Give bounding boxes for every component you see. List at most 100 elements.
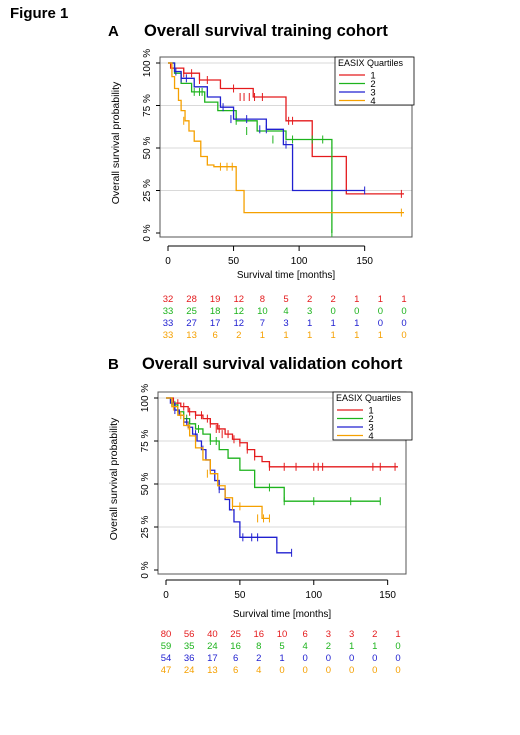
legend-title: EASIX Quartiles	[338, 58, 404, 68]
risk-count: 1	[377, 330, 384, 341]
risk-count: 3	[325, 629, 332, 640]
x-tick-label: 100	[291, 256, 308, 267]
panel-b-title: Overall survival validation cohort	[142, 355, 403, 373]
risk-count: 32	[162, 294, 174, 305]
risk-count: 1	[348, 641, 355, 652]
risk-count: 25	[230, 629, 241, 640]
figure-label: Figure 1	[10, 5, 69, 22]
risk-count: 0	[279, 665, 285, 676]
risk-count: 1	[306, 318, 313, 329]
risk-count: 4	[283, 306, 289, 317]
panel-a-letter: A	[108, 23, 119, 40]
risk-row-1: 32 28 19 12 8 5 2 2 1 1 1	[0, 294, 520, 306]
risk-count: 3	[283, 318, 289, 329]
risk-count: 1	[306, 330, 313, 341]
risk-count: 1	[354, 294, 360, 305]
risk-count: 59	[160, 641, 172, 652]
risk-count: 17	[207, 653, 218, 664]
risk-count: 2	[330, 294, 336, 305]
risk-count: 0	[348, 653, 355, 664]
risk-count: 0	[377, 306, 384, 317]
risk-count: 33	[162, 318, 174, 329]
survival-curve-1	[168, 62, 404, 195]
risk-count: 33	[162, 330, 174, 341]
risk-count: 8	[259, 294, 266, 305]
risk-count: 1	[259, 330, 266, 341]
risk-count: 0	[395, 665, 401, 676]
y-tick-label: 100 %	[142, 49, 153, 77]
risk-count: 2	[325, 641, 332, 652]
y-axis-label: Overall survival probability	[110, 81, 122, 204]
risk-count: 47	[160, 665, 172, 676]
risk-count: 1	[395, 629, 401, 640]
legend-label-2: 2	[368, 414, 373, 425]
y-tick-label: 75 %	[140, 429, 151, 452]
risk-count: 54	[160, 653, 172, 664]
risk-count: 12	[233, 318, 245, 329]
risk-count: 6	[232, 653, 239, 664]
risk-count: 10	[276, 629, 288, 640]
y-axis-label: Overall survival probability	[108, 417, 120, 540]
risk-count: 80	[160, 629, 172, 640]
survival-curve-1	[166, 397, 398, 468]
y-tick-label: 100 %	[140, 384, 151, 412]
risk-count: 2	[372, 629, 378, 640]
risk-count: 0	[372, 665, 378, 676]
risk-count: 10	[257, 306, 268, 317]
y-tick-label: 75 %	[142, 94, 153, 117]
risk-count: 6	[232, 665, 239, 676]
survival-chart-training: 0 % 25 % 50 % 75 % 100 % Overall survival pro…	[110, 49, 415, 281]
panel-b-letter: B	[108, 356, 119, 373]
plot-frame	[159, 56, 413, 238]
risk-count: 0	[325, 653, 332, 664]
risk-count: 5	[283, 294, 289, 305]
legend-label-4: 4	[370, 96, 375, 107]
risk-row-2: 33 25 18 12 10 4 3 0 0 0 0	[0, 306, 520, 318]
risk-row-3: 54 36 17 6 2 1 0 0 0 0 0	[0, 653, 520, 665]
risk-count: 12	[233, 294, 245, 305]
risk-count: 6	[212, 330, 218, 341]
risk-count: 0	[401, 330, 407, 341]
risk-count: 1	[401, 294, 407, 305]
risk-count: 2	[256, 653, 262, 664]
survival-curve-3	[168, 62, 365, 192]
survival-chart-validation: 0 % 25 % 50 % 75 % 100 % Overall survival pro…	[108, 384, 413, 620]
risk-count: 1	[330, 330, 336, 341]
risk-row-4: 33 13 6 2 1 1 1 1 1 1 0	[0, 330, 520, 342]
risk-count: 7	[259, 318, 266, 329]
risk-count: 1	[283, 330, 289, 341]
risk-row-4: 47 24 13 6 4 0 0 0 0 0 0	[0, 665, 520, 677]
y-tick-label: 0 %	[140, 561, 151, 578]
risk-count: 25	[186, 306, 197, 317]
risk-count: 27	[186, 318, 197, 329]
y-tick-label: 50 %	[140, 472, 151, 495]
risk-count: 0	[325, 665, 332, 676]
risk-count: 24	[207, 641, 218, 652]
y-tick-label: 25 %	[140, 515, 151, 538]
risk-count: 40	[207, 629, 218, 640]
x-tick-label: 100	[305, 590, 322, 601]
x-tick-label: 50	[228, 256, 240, 267]
legend-label-3: 3	[368, 423, 373, 434]
x-tick-label: 0	[165, 256, 171, 267]
legend-label-1: 1	[368, 406, 373, 417]
legend-box	[334, 56, 415, 106]
x-axis-label: Survival time [months]	[237, 270, 336, 281]
risk-count: 8	[256, 641, 262, 652]
risk-count: 56	[183, 629, 195, 640]
risk-count: 1	[372, 641, 378, 652]
legend-title: EASIX Quartiles	[336, 393, 402, 403]
y-tick-label: 25 %	[142, 179, 153, 202]
risk-count: 2	[306, 294, 313, 305]
risk-count: 0	[395, 641, 401, 652]
legend-label-2: 2	[370, 79, 375, 90]
risk-count: 12	[233, 306, 245, 317]
risk-count: 28	[186, 294, 197, 305]
risk-count: 4	[302, 641, 308, 652]
risk-count: 1	[279, 653, 285, 664]
survival-curve-3	[166, 397, 292, 554]
risk-count: 33	[162, 306, 174, 317]
risk-count: 17	[209, 318, 221, 329]
risk-count: 0	[377, 318, 384, 329]
x-tick-label: 0	[163, 590, 169, 601]
